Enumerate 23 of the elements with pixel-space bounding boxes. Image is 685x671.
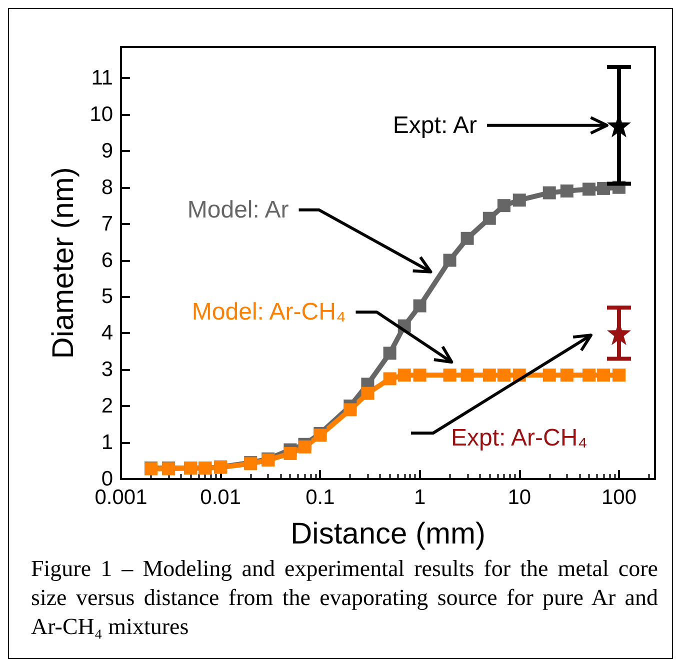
x-tick-label: 100 — [601, 486, 636, 509]
y-tick-label: 3 — [101, 358, 113, 382]
y-tick-label: 9 — [101, 139, 113, 162]
y-tick-label: 1 — [101, 431, 113, 454]
y-tick-label: 4 — [101, 322, 114, 345]
y-axis-title: Diameter (nm) — [47, 167, 80, 359]
y-tick-label: 2 — [101, 394, 113, 418]
y-tick-label: 11 — [91, 66, 113, 90]
y-tick-label: 10 — [90, 102, 113, 126]
x-tick-label: 10 — [508, 486, 532, 509]
text: Model: Ar-CH₄ — [192, 298, 346, 326]
x-tick-label: 0.01 — [200, 486, 242, 509]
y-tick-label: 5 — [101, 285, 113, 308]
y-tick-label: 7 — [101, 212, 113, 236]
text: Model: Ar — [187, 196, 289, 224]
x-axis-title: Distance (mm) — [290, 518, 486, 550]
legend-label: Expt: Ar — [392, 112, 477, 139]
y-tick-label: 8 — [101, 176, 113, 199]
text: Expt: Ar-CH₄ — [450, 424, 588, 452]
caption: Figure 1 – Modeling and experimental results for the metal core size versus distance from the evaporating source for pure Ar and Ar-CH₄ mixtures — [30, 555, 659, 641]
x-tick-label: 0.1 — [306, 486, 335, 509]
x-tick-label: 1 — [414, 486, 426, 509]
y-tick-label: 6 — [101, 248, 113, 272]
